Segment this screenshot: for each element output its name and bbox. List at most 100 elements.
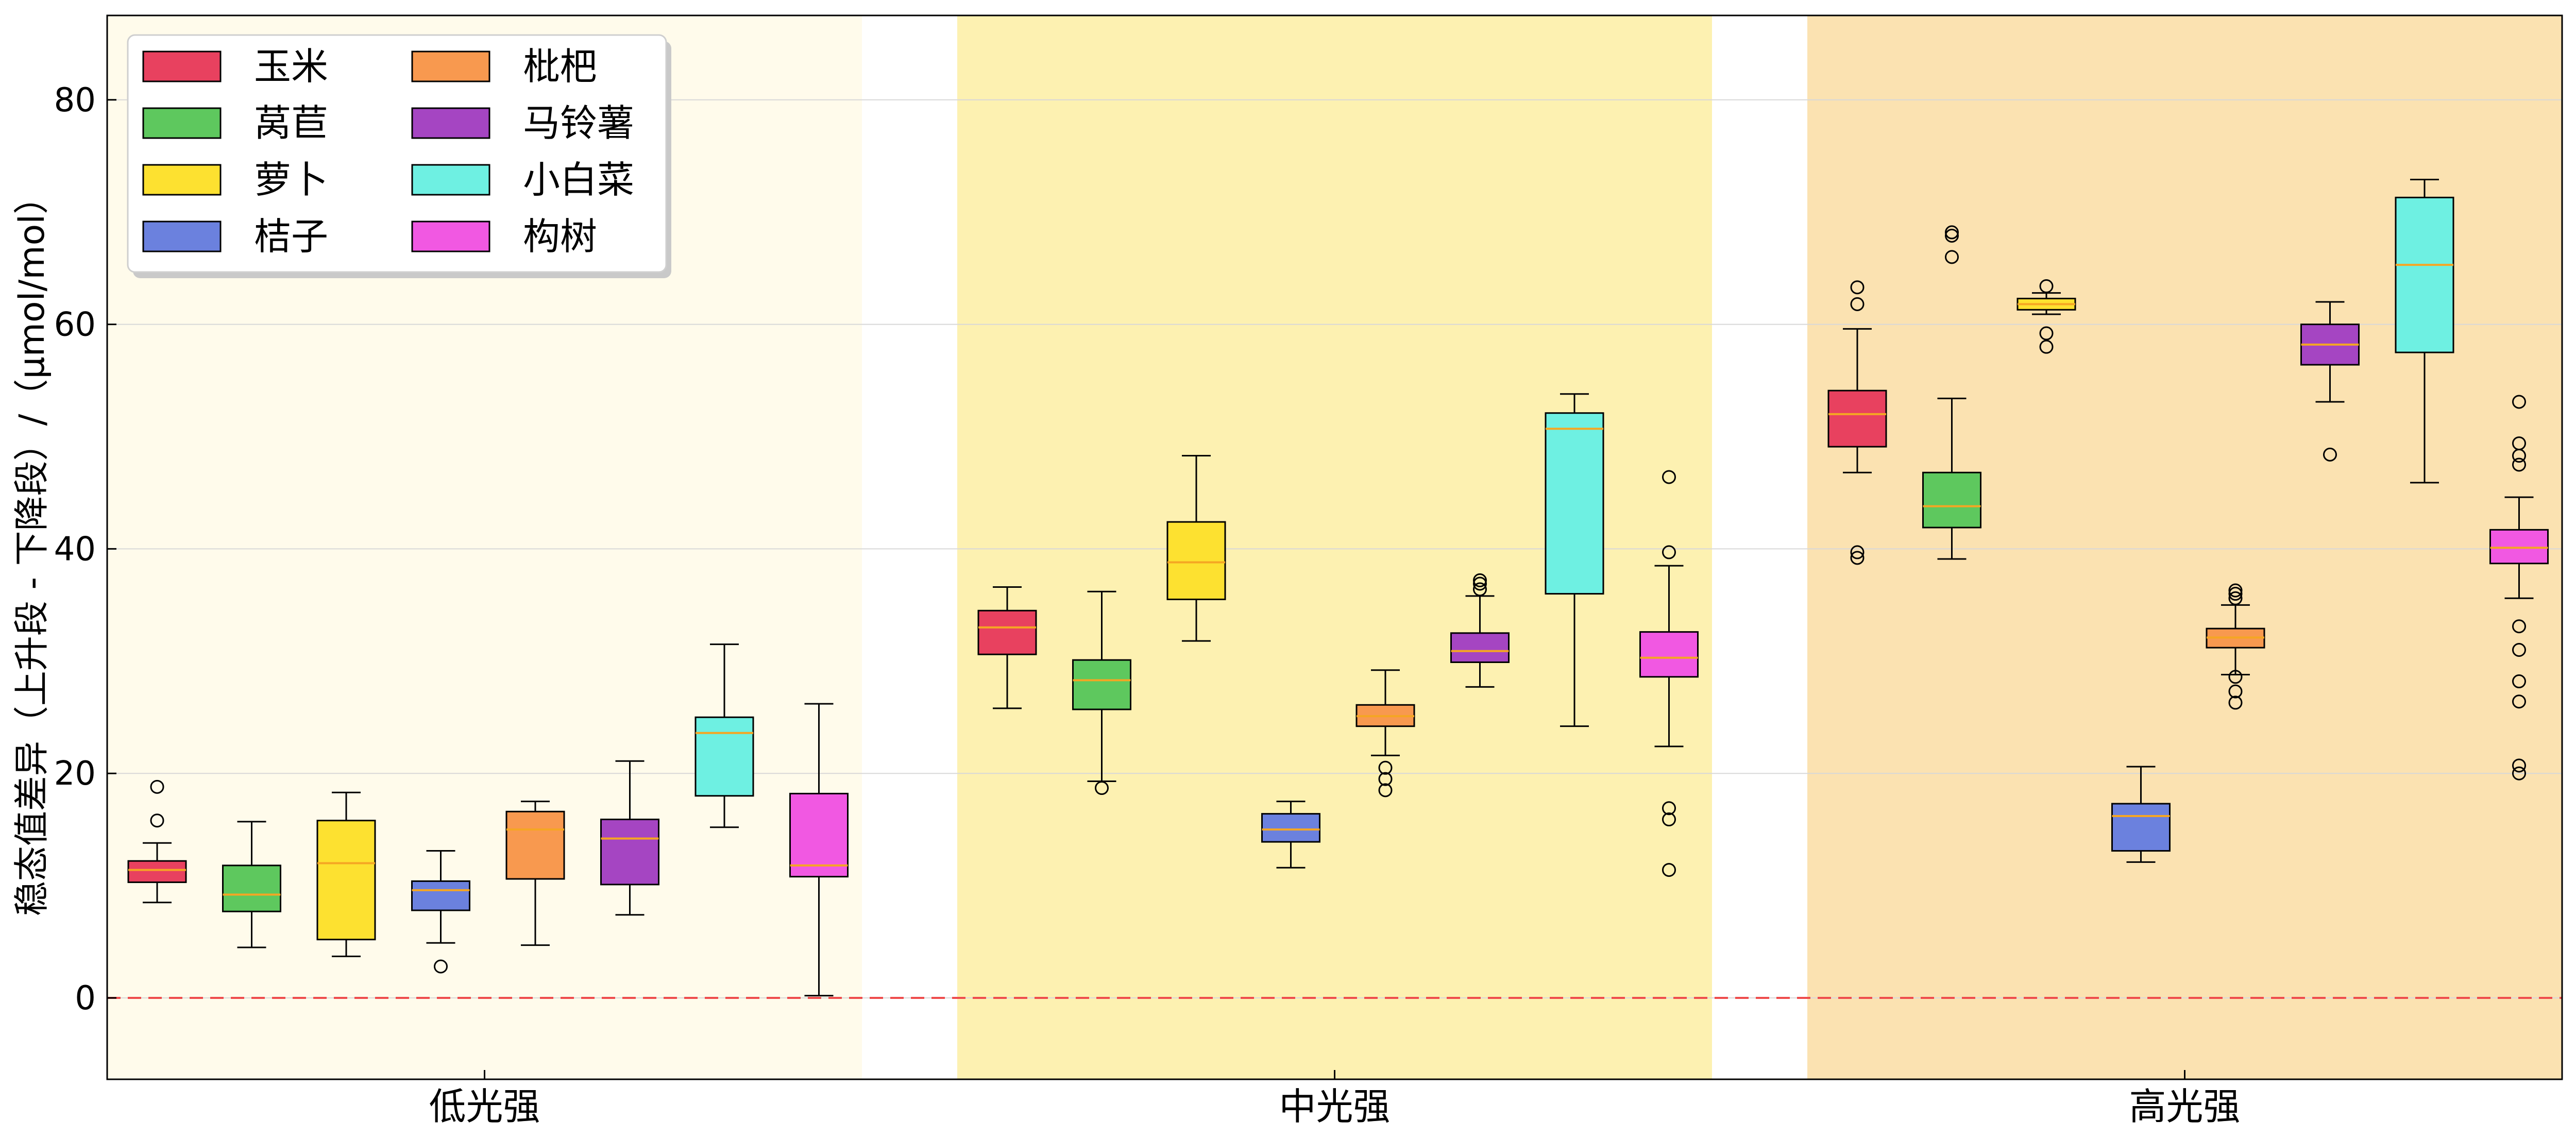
outlier-point xyxy=(1850,545,1865,559)
outlier-point xyxy=(1662,470,1676,484)
outlier-point xyxy=(2512,457,2526,472)
boxes xyxy=(127,179,2549,997)
box-body xyxy=(1072,659,1131,710)
outlier-point xyxy=(150,779,164,794)
legend-swatch xyxy=(142,50,222,82)
legend-label: 莴苣 xyxy=(254,101,328,145)
legend-swatch xyxy=(411,220,490,252)
outlier-point xyxy=(2228,684,2243,699)
x-category-label: 低光强 xyxy=(429,1085,540,1128)
box-body xyxy=(789,792,849,878)
box-body xyxy=(411,880,470,911)
y-tick-label: 0 xyxy=(75,979,96,1017)
box-body xyxy=(977,609,1037,655)
box-body xyxy=(694,716,754,797)
legend-label: 小白菜 xyxy=(523,158,634,201)
box-1-2 xyxy=(1922,225,1981,560)
box-5-0 xyxy=(600,760,659,916)
outlier-point xyxy=(1473,573,1487,587)
outlier-point xyxy=(1473,576,1487,591)
box-body xyxy=(1827,389,1887,448)
outlier-point xyxy=(2228,587,2243,601)
outlier-point xyxy=(150,813,164,828)
legend-swatch xyxy=(411,107,490,139)
legend-swatch xyxy=(142,107,222,139)
legend-swatch xyxy=(411,50,490,82)
box-4-0 xyxy=(505,801,565,946)
y-axis-title: 稳态值差异（上升段 - 下降段）/（μmol/mol） xyxy=(12,179,53,916)
box-7-1 xyxy=(1639,470,1699,877)
outlier-point xyxy=(2039,279,2054,294)
box-body xyxy=(2111,803,2171,852)
box-3-1 xyxy=(1261,801,1320,869)
legend-swatch xyxy=(411,164,490,196)
box-body xyxy=(1639,631,1699,678)
outlier-point xyxy=(1662,812,1676,827)
box-4-1 xyxy=(1355,669,1415,797)
box-0-0 xyxy=(127,779,187,904)
outlier-point xyxy=(2512,674,2526,689)
outlier-point xyxy=(1662,863,1676,877)
category-band xyxy=(1807,15,2562,1079)
outlier-point xyxy=(2512,758,2526,773)
box-7-0 xyxy=(789,703,849,997)
outlier-point xyxy=(1945,250,1959,264)
box-6-1 xyxy=(1545,393,1604,727)
outlier-point xyxy=(1662,801,1676,816)
box-5-2 xyxy=(2300,301,2360,462)
x-category-label: 中光强 xyxy=(1279,1085,1390,1128)
outlier-point xyxy=(2228,591,2243,605)
outlier-point xyxy=(2228,670,2243,684)
box-1-0 xyxy=(222,821,281,948)
box-body xyxy=(1545,412,1604,595)
legend-frame xyxy=(127,34,667,273)
legend-label: 枇杷 xyxy=(523,45,597,88)
box-body xyxy=(505,810,565,880)
box-body xyxy=(1261,813,1320,843)
outlier-point xyxy=(2039,340,2054,354)
box-0-2 xyxy=(1827,280,1887,565)
box-body xyxy=(222,864,281,912)
legend-label: 桔子 xyxy=(254,215,328,258)
legend-swatch xyxy=(142,220,222,252)
outlier-point xyxy=(1662,545,1676,559)
outlier-point xyxy=(1945,228,1959,243)
box-2-0 xyxy=(316,791,376,957)
outlier-point xyxy=(2039,326,2054,341)
box-body xyxy=(2489,529,2549,565)
box-7-2 xyxy=(2489,395,2549,780)
y-tick-label: 20 xyxy=(54,755,96,793)
legend-label: 萝卜 xyxy=(254,158,328,201)
y-tick-label: 40 xyxy=(54,530,96,568)
box-body xyxy=(1922,471,1981,529)
outlier-point xyxy=(1095,781,1109,795)
legend-label: 马铃薯 xyxy=(523,101,634,145)
box-1-1 xyxy=(1072,590,1131,795)
legend-label: 玉米 xyxy=(254,45,328,88)
box-body xyxy=(316,820,376,941)
outlier-point xyxy=(434,959,448,974)
box-body xyxy=(1450,632,1510,663)
outlier-point xyxy=(1378,760,1393,775)
box-4-2 xyxy=(2206,583,2265,710)
outlier-point xyxy=(2512,619,2526,634)
box-0-1 xyxy=(977,586,1037,709)
box-5-1 xyxy=(1450,573,1510,688)
box-body xyxy=(2395,196,2454,353)
outlier-point xyxy=(1850,280,1865,295)
outlier-point xyxy=(2512,694,2526,709)
outlier-point xyxy=(2512,436,2526,451)
box-3-2 xyxy=(2111,766,2171,863)
outlier-point xyxy=(2228,583,2243,598)
outlier-point xyxy=(1850,297,1865,311)
outlier-point xyxy=(1945,225,1959,240)
outlier-point xyxy=(2323,447,2337,462)
box-2-2 xyxy=(2016,279,2076,354)
legend-swatch xyxy=(142,164,222,196)
box-body xyxy=(600,819,659,886)
outlier-point xyxy=(1473,582,1487,597)
outlier-point xyxy=(1850,551,1865,565)
axes: 0 20 40 60 80 低光强 中光强 高光强 xyxy=(54,14,2563,1128)
box-body xyxy=(1166,521,1226,600)
